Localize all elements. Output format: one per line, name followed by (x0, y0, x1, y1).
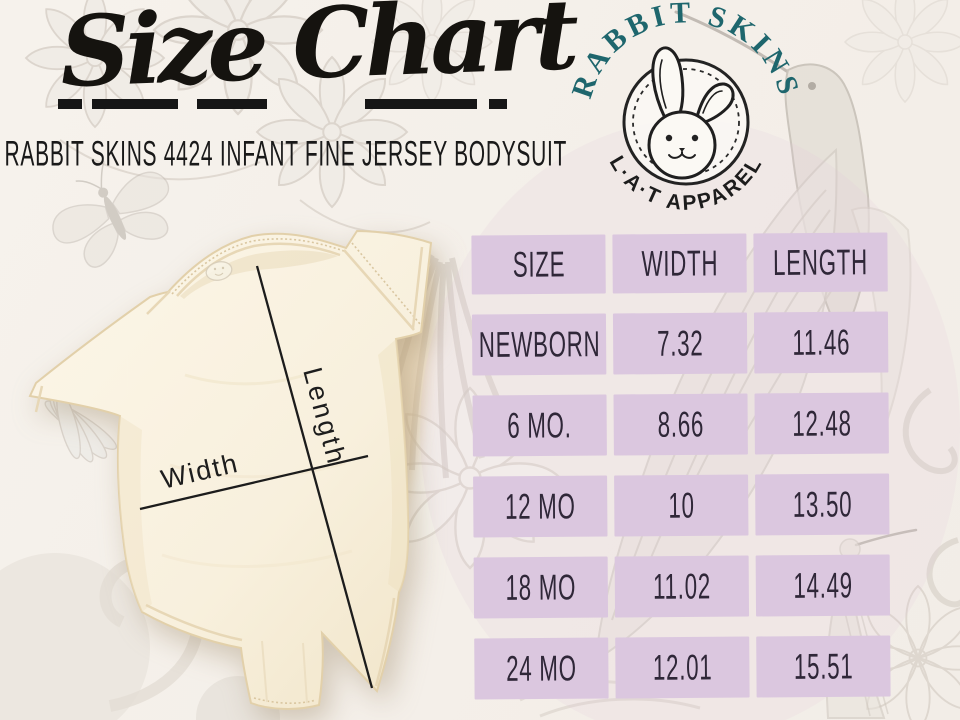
size-value: 18 MO (505, 566, 577, 608)
product-subtitle: RABBIT SKINS 4424 INFANT FINE JERSEY BOD… (5, 135, 567, 174)
title-underline-segment (489, 99, 507, 109)
size-table: SIZE WIDTH LENGTH NEWBORN 7.32 11.46 6 M… (471, 232, 891, 700)
column-header-length-label: LENGTH (773, 241, 869, 283)
table-cell-width: 8.66 (613, 393, 748, 456)
table-cell-size: 24 MO (474, 637, 609, 700)
neck-label (205, 261, 233, 281)
table-cell-size: 6 MO. (472, 394, 607, 457)
column-header-width: WIDTH (612, 233, 747, 294)
table-cell-size: 12 MO (473, 475, 608, 538)
width-value: 11.02 (652, 565, 711, 607)
table-cell-length: 15.51 (756, 635, 891, 698)
table-cell-length: 11.46 (753, 311, 889, 374)
column-header-width-label: WIDTH (641, 242, 719, 284)
column-header-size: SIZE (471, 234, 606, 295)
column-header-size-label: SIZE (512, 243, 565, 285)
title-underline-segment (365, 99, 477, 109)
length-value: 13.50 (792, 483, 853, 525)
table-cell-size: NEWBORN (471, 313, 607, 376)
column-header-length: LENGTH (753, 232, 888, 293)
size-value: 24 MO (505, 647, 577, 689)
dragonfly-wings-watermark (44, 391, 118, 463)
logo-dashed-circle (632, 68, 740, 176)
page-title: Size Chart (58, 0, 576, 110)
size-value: 12 MO (504, 485, 576, 527)
table-cell-width: 10 (614, 474, 749, 537)
length-value: 14.49 (792, 564, 853, 606)
width-line (139, 454, 369, 511)
bodysuit-illustration (28, 229, 433, 710)
butterfly-watermark (52, 161, 169, 268)
table-cell-length: 12.48 (754, 392, 889, 455)
title-underline-segment (197, 99, 267, 109)
table-cell-width: 7.32 (612, 312, 748, 375)
length-value: 15.51 (793, 645, 854, 687)
title-underline-segment (92, 99, 178, 109)
size-value: NEWBORN (478, 323, 601, 365)
product-subtitle-text: RABBIT SKINS 4424 INFANT FINE JERSEY BOD… (4, 134, 568, 174)
width-value: 12.01 (652, 646, 713, 688)
length-value: 11.46 (792, 321, 851, 363)
length-value: 12.48 (791, 402, 852, 444)
table-cell-length: 14.49 (755, 554, 891, 617)
bodysuit-outline (28, 229, 433, 710)
title-underline-segment (58, 99, 82, 109)
width-value: 7.32 (656, 322, 704, 364)
bunny-icon (647, 46, 735, 180)
table-cell-width: 12.01 (615, 636, 750, 699)
size-value: 6 MO. (507, 404, 573, 446)
table-cell-size: 18 MO (473, 556, 609, 619)
table-cell-width: 11.02 (614, 555, 750, 618)
width-value: 8.66 (657, 403, 705, 445)
length-line (255, 265, 374, 689)
width-value: 10 (667, 484, 695, 526)
rabbit-skins-logo: RABBIT SKINS L·A·T APPAREL (565, 0, 801, 215)
table-cell-length: 13.50 (755, 473, 890, 536)
